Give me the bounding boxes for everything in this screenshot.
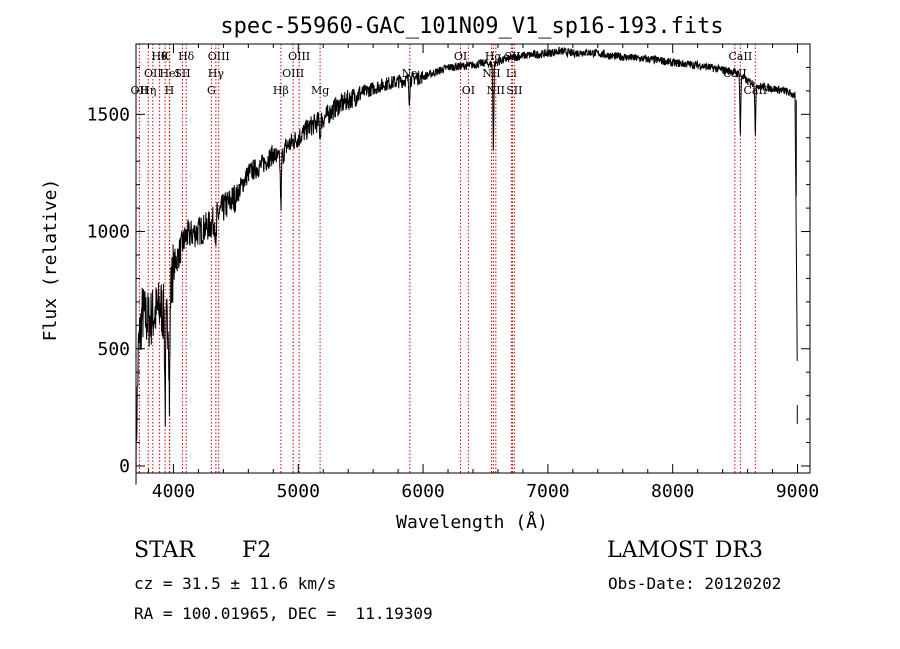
chart-title: spec-55960-GAC_101N09_V1_sp16-193.fits bbox=[220, 14, 723, 39]
line-marker-label: OIII bbox=[288, 50, 310, 63]
line-marker-label: NII bbox=[487, 84, 505, 97]
line-markers: OIIHηOIIHθKHHeISIIHδGHγOIIIHβOIIIOIIIMgN… bbox=[131, 44, 767, 473]
line-marker-label: OIII bbox=[208, 50, 230, 63]
line-marker-label: Mg bbox=[311, 84, 329, 97]
object-subclass: F2 bbox=[242, 538, 272, 563]
line-marker-label: CaII bbox=[729, 50, 753, 63]
line-marker-label: NII bbox=[482, 67, 500, 80]
line-marker-label: OI bbox=[462, 84, 475, 97]
y-axis-label: Flux (relative) bbox=[40, 179, 61, 342]
x-tick-label: 6000 bbox=[401, 481, 444, 502]
line-marker-label: Hβ bbox=[273, 84, 289, 97]
y-tick-label: 0 bbox=[119, 456, 130, 477]
line-marker-label: Hδ bbox=[178, 50, 195, 63]
line-marker-label: Hη bbox=[140, 84, 156, 97]
object-class: STAR bbox=[134, 538, 195, 563]
x-tick-label: 4000 bbox=[152, 481, 195, 502]
line-marker-label: HeI bbox=[159, 67, 179, 80]
x-tick-label: 8000 bbox=[651, 481, 694, 502]
line-marker-label: K bbox=[161, 50, 170, 63]
line-marker-label: G bbox=[207, 84, 216, 97]
x-axis-ticks: 4000 5000 6000 7000 8000 9000 bbox=[147, 44, 819, 502]
line-marker-label: OII bbox=[144, 67, 162, 80]
redshift-value: cz = 31.5 ± 11.6 km/s bbox=[134, 574, 337, 593]
x-tick-label: 9000 bbox=[776, 481, 819, 502]
y-tick-label: 1000 bbox=[87, 222, 130, 243]
y-tick-label: 1500 bbox=[87, 104, 130, 125]
x-axis-label: Wavelength (Å) bbox=[396, 511, 548, 533]
y-axis-ticks: 0 500 1000 1500 bbox=[87, 66, 810, 477]
line-marker-label: Li bbox=[506, 67, 517, 80]
x-tick-label: 7000 bbox=[526, 481, 569, 502]
x-tick-label: 5000 bbox=[277, 481, 320, 502]
line-marker-label: OI bbox=[454, 50, 467, 63]
spectrum-trace bbox=[135, 46, 798, 485]
line-marker-label: SII bbox=[174, 67, 190, 80]
line-marker-label: SII bbox=[506, 84, 522, 97]
obs-date: Obs-Date: 20120202 bbox=[608, 574, 782, 593]
line-marker-label: Hγ bbox=[208, 67, 225, 80]
survey-name: LAMOST DR3 bbox=[607, 538, 763, 563]
plot-frame bbox=[135, 43, 811, 474]
coordinates: RA = 100.01965, DEC = 11.19309 bbox=[134, 604, 433, 623]
y-tick-label: 500 bbox=[97, 339, 130, 360]
line-marker-label: OIII bbox=[282, 67, 304, 80]
line-marker-label: Hθ bbox=[151, 50, 168, 63]
spectrum-line bbox=[135, 46, 798, 485]
